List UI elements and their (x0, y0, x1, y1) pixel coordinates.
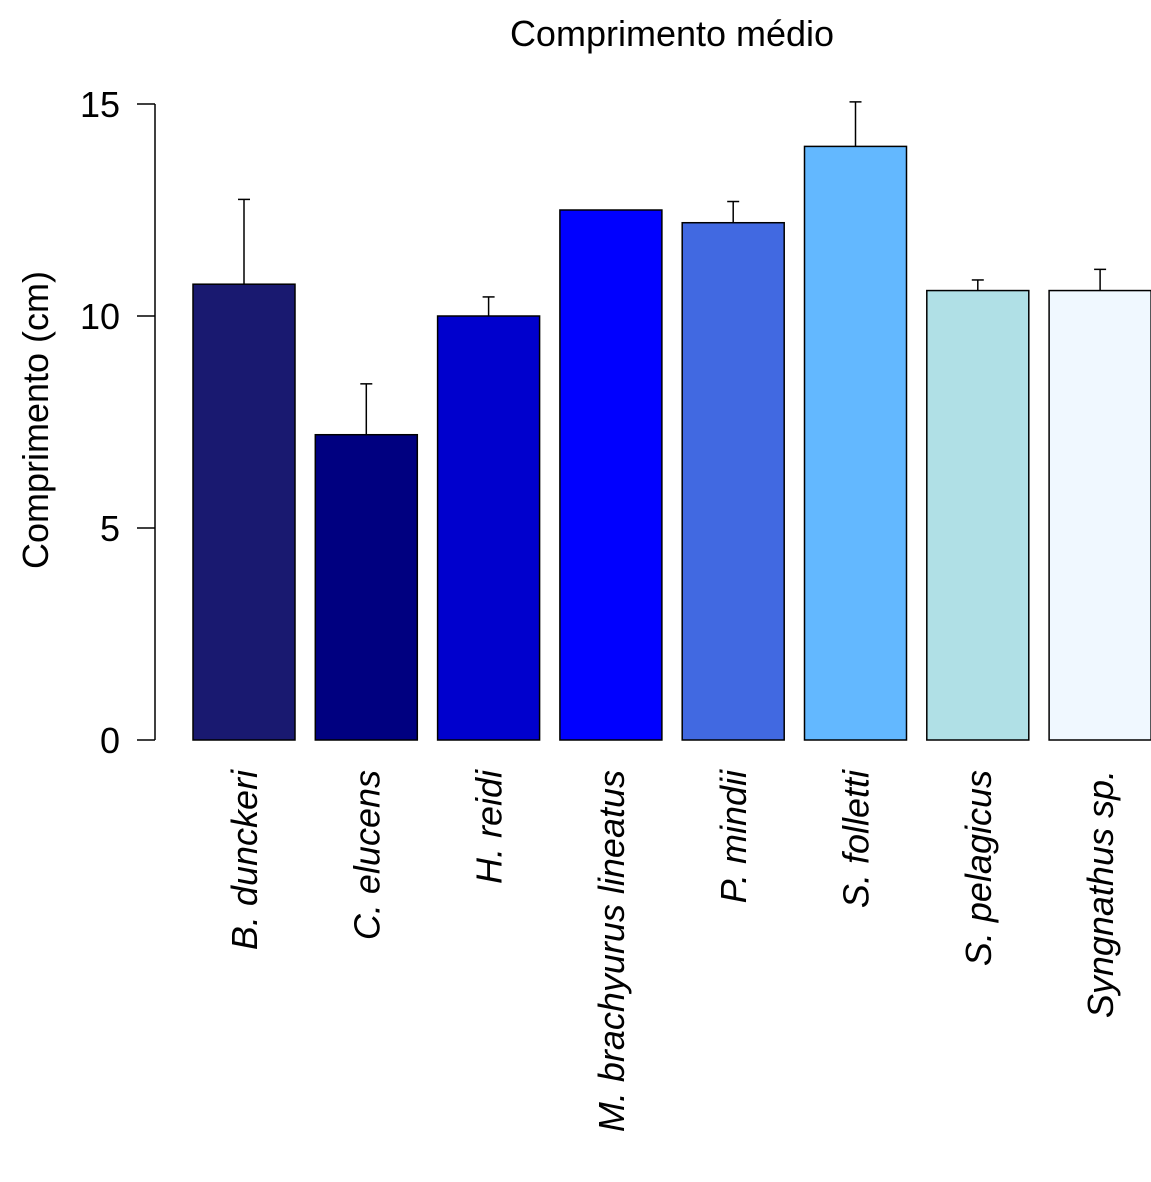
chart-title: Comprimento médio (510, 13, 834, 54)
bar (926, 289, 1030, 741)
y-axis-label: Comprimento (cm) (15, 271, 56, 569)
bar (436, 315, 541, 741)
bar (681, 221, 785, 741)
x-tick-label: P. mindii (713, 769, 754, 903)
x-tick-label: H. reidi (469, 769, 510, 884)
x-tick-label: Syngnathus sp. (1080, 770, 1121, 1018)
x-tick-label: B. dunckeri (224, 769, 265, 950)
x-tick-label: S. pelagicus (958, 770, 999, 966)
y-tick-label: 0 (100, 720, 120, 761)
y-tick-label: 5 (100, 508, 120, 549)
x-tick-label: C. elucens (346, 770, 387, 940)
bar (314, 433, 419, 741)
bar (559, 209, 663, 741)
bar (803, 145, 908, 741)
x-tick-label: M. brachyurus lineatus (591, 770, 632, 1132)
bar (192, 283, 296, 741)
y-tick-label: 15 (80, 84, 120, 125)
y-tick-label: 10 (80, 296, 120, 337)
bar (1048, 289, 1151, 741)
x-tick-label: S. folletti (836, 769, 877, 908)
